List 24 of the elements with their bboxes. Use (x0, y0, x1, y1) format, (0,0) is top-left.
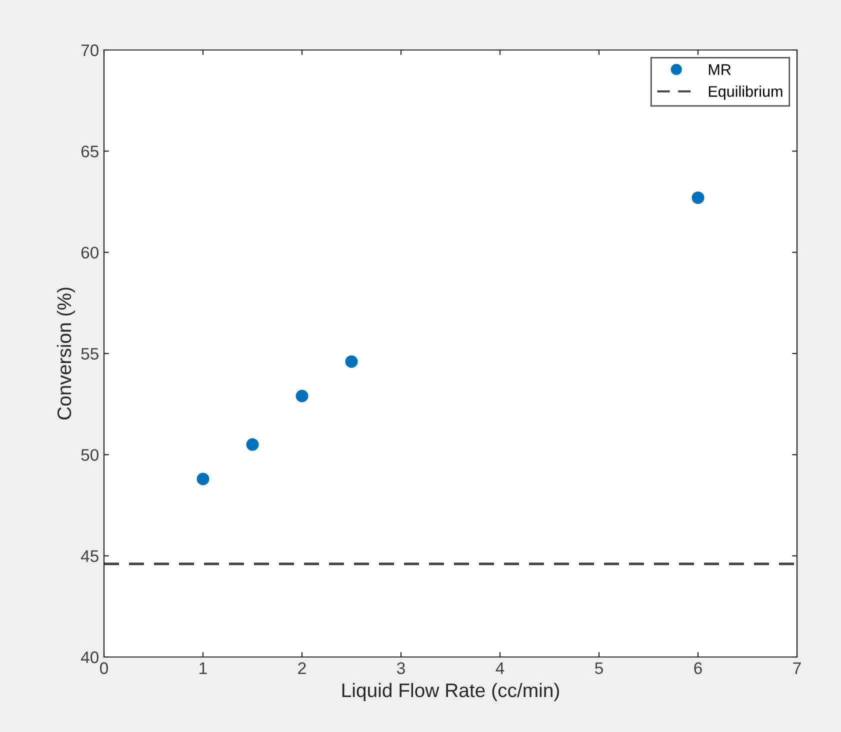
y-tick-label: 60 (81, 246, 98, 259)
x-tick-label: 5 (595, 662, 603, 674)
x-axis-title: Liquid Flow Rate (cc/min) (342, 682, 559, 702)
y-tick-label: 70 (81, 44, 98, 56)
x-tick-label: 6 (694, 662, 702, 674)
x-tick-label: 2 (298, 662, 306, 674)
point (196, 472, 210, 486)
y-tick-label: 40 (80, 651, 98, 664)
y-tick-label: 45 (80, 550, 98, 562)
point (692, 191, 704, 204)
point (345, 355, 358, 368)
point (246, 438, 259, 451)
x-tick-label: 1 (200, 662, 207, 674)
y-tick-label: 50 (81, 449, 98, 461)
legend-label: Equilibrium (708, 86, 782, 100)
x-tick-label: 7 (793, 662, 801, 674)
y-tick-label: 55 (81, 348, 98, 360)
point (296, 390, 308, 402)
x-tick-label: 3 (397, 662, 405, 674)
x-tick-label: 4 (496, 662, 504, 674)
legend-label: MR (708, 64, 731, 75)
y-tick-label: 65 (81, 146, 98, 158)
x-tick-label: 0 (100, 662, 108, 674)
y-axis-title: Conversion (%) (56, 288, 76, 420)
